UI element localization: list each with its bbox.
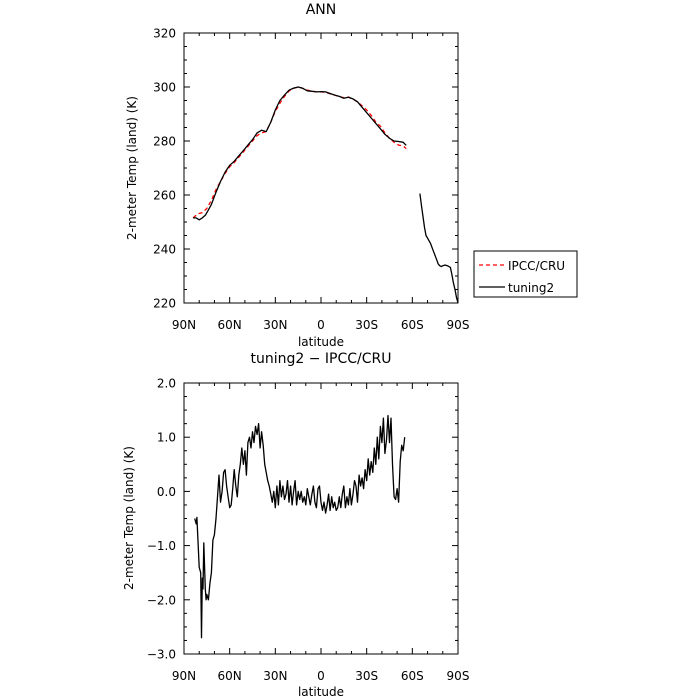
series-line-tuning2-ipcc-cru bbox=[194, 414, 406, 639]
x-tick-label: 60N bbox=[218, 669, 242, 683]
x-axis-top: 90N 60N 30N 0 30S 60S 90S bbox=[172, 33, 470, 332]
y-tick-label: 320 bbox=[153, 27, 176, 41]
y-axis-bottom: −3.0 −2.0 −1.0 0.0 1.0 2.0 bbox=[147, 377, 458, 662]
x-tick-label: 30S bbox=[355, 318, 378, 332]
x-axis-bottom: 90N 60N 30N 0 30S 60S 90S bbox=[172, 383, 470, 683]
series-line-tuning2-antarctica bbox=[419, 193, 459, 304]
y-tick-label: 1.0 bbox=[157, 431, 176, 445]
y-tick-label: 220 bbox=[153, 297, 176, 311]
x-tick-label: 30S bbox=[355, 669, 378, 683]
x-tick-label: 90S bbox=[447, 669, 470, 683]
y-tick-label: 260 bbox=[153, 189, 176, 203]
x-tick-label: 30N bbox=[263, 669, 287, 683]
x-tick-label: 0 bbox=[317, 318, 325, 332]
legend-box bbox=[473, 250, 578, 298]
y-tick-label: 300 bbox=[153, 81, 176, 95]
x-tick-label: 0 bbox=[317, 669, 325, 683]
y-tick-label: −1.0 bbox=[147, 539, 176, 553]
x-tick-label: 90N bbox=[172, 318, 196, 332]
legend: IPCC/CRU tuning2 bbox=[473, 250, 578, 298]
x-tick-label: 30N bbox=[263, 318, 287, 332]
x-tick-label: 60S bbox=[401, 669, 424, 683]
y-tick-label: 2.0 bbox=[157, 377, 176, 391]
chart-title-top: ANN bbox=[306, 2, 337, 18]
x-tick-label: 60S bbox=[401, 318, 424, 332]
legend-label-tuning2: tuning2 bbox=[508, 281, 554, 295]
legend-label-ipcc-cru: IPCC/CRU bbox=[508, 259, 565, 273]
chart-title-bottom: tuning2 − IPCC/CRU bbox=[250, 351, 391, 367]
y-tick-label: −3.0 bbox=[147, 648, 176, 662]
y-tick-label: 280 bbox=[153, 135, 176, 149]
y-axis-top: 220 240 260 280 300 320 bbox=[153, 27, 458, 311]
y-tick-label: 240 bbox=[153, 243, 176, 257]
y-axis-label-bottom: 2-meter Temp (land) (K) bbox=[122, 446, 136, 590]
series-line-tuning2 bbox=[193, 86, 407, 221]
x-axis-label-bottom: latitude bbox=[298, 685, 344, 699]
y-tick-label: −2.0 bbox=[147, 593, 176, 607]
series-group-bottom bbox=[194, 414, 406, 639]
x-tick-label: 90N bbox=[172, 669, 196, 683]
x-axis-label-top: latitude bbox=[298, 335, 344, 349]
y-tick-label: 0.0 bbox=[157, 485, 176, 499]
x-tick-label: 90S bbox=[447, 318, 470, 332]
series-group-top bbox=[192, 86, 459, 304]
x-tick-label: 60N bbox=[218, 318, 242, 332]
y-axis-label-top: 2-meter Temp (land) (K) bbox=[125, 96, 139, 240]
panel-difference: tuning2 − IPCC/CRU −3.0 −2.0 −1.0 0.0 1.0 2.0… bbox=[122, 351, 469, 699]
